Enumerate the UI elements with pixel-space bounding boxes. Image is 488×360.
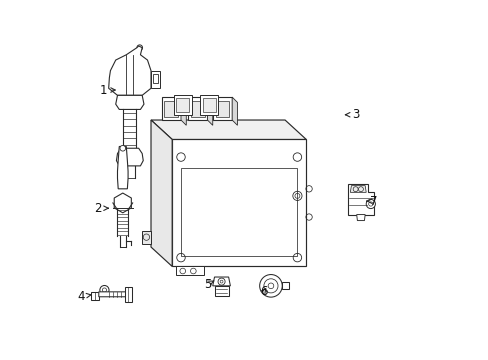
Text: 6: 6 — [260, 285, 267, 298]
Circle shape — [366, 199, 375, 208]
Polygon shape — [200, 95, 218, 115]
Text: 1: 1 — [100, 84, 115, 96]
Circle shape — [100, 285, 109, 294]
Polygon shape — [215, 100, 229, 117]
Polygon shape — [99, 292, 128, 297]
Polygon shape — [151, 71, 160, 88]
Polygon shape — [281, 282, 289, 289]
Polygon shape — [176, 98, 189, 112]
Polygon shape — [214, 286, 228, 296]
Polygon shape — [116, 95, 143, 109]
Polygon shape — [356, 215, 365, 221]
Polygon shape — [116, 148, 143, 166]
Text: 5: 5 — [203, 278, 214, 291]
Polygon shape — [207, 97, 212, 125]
Text: 4: 4 — [78, 290, 91, 303]
Polygon shape — [124, 287, 131, 302]
Polygon shape — [203, 98, 215, 112]
Polygon shape — [172, 139, 305, 266]
Polygon shape — [232, 97, 237, 125]
Polygon shape — [181, 97, 186, 125]
Polygon shape — [349, 186, 366, 192]
Polygon shape — [347, 184, 374, 215]
Polygon shape — [190, 100, 204, 117]
Polygon shape — [151, 120, 305, 139]
Circle shape — [120, 145, 125, 151]
Polygon shape — [108, 46, 151, 95]
Polygon shape — [117, 147, 128, 189]
Polygon shape — [151, 120, 172, 266]
Text: 3: 3 — [345, 108, 359, 121]
Polygon shape — [91, 292, 99, 300]
Circle shape — [267, 283, 273, 289]
Polygon shape — [142, 231, 151, 243]
Circle shape — [259, 275, 282, 297]
Polygon shape — [212, 277, 230, 286]
Polygon shape — [212, 97, 232, 120]
Polygon shape — [164, 100, 178, 117]
Polygon shape — [114, 193, 131, 213]
Text: 2: 2 — [94, 202, 108, 215]
Polygon shape — [161, 97, 181, 120]
Polygon shape — [175, 266, 203, 275]
Text: 7: 7 — [366, 195, 376, 208]
Polygon shape — [188, 97, 207, 120]
Polygon shape — [174, 95, 191, 115]
